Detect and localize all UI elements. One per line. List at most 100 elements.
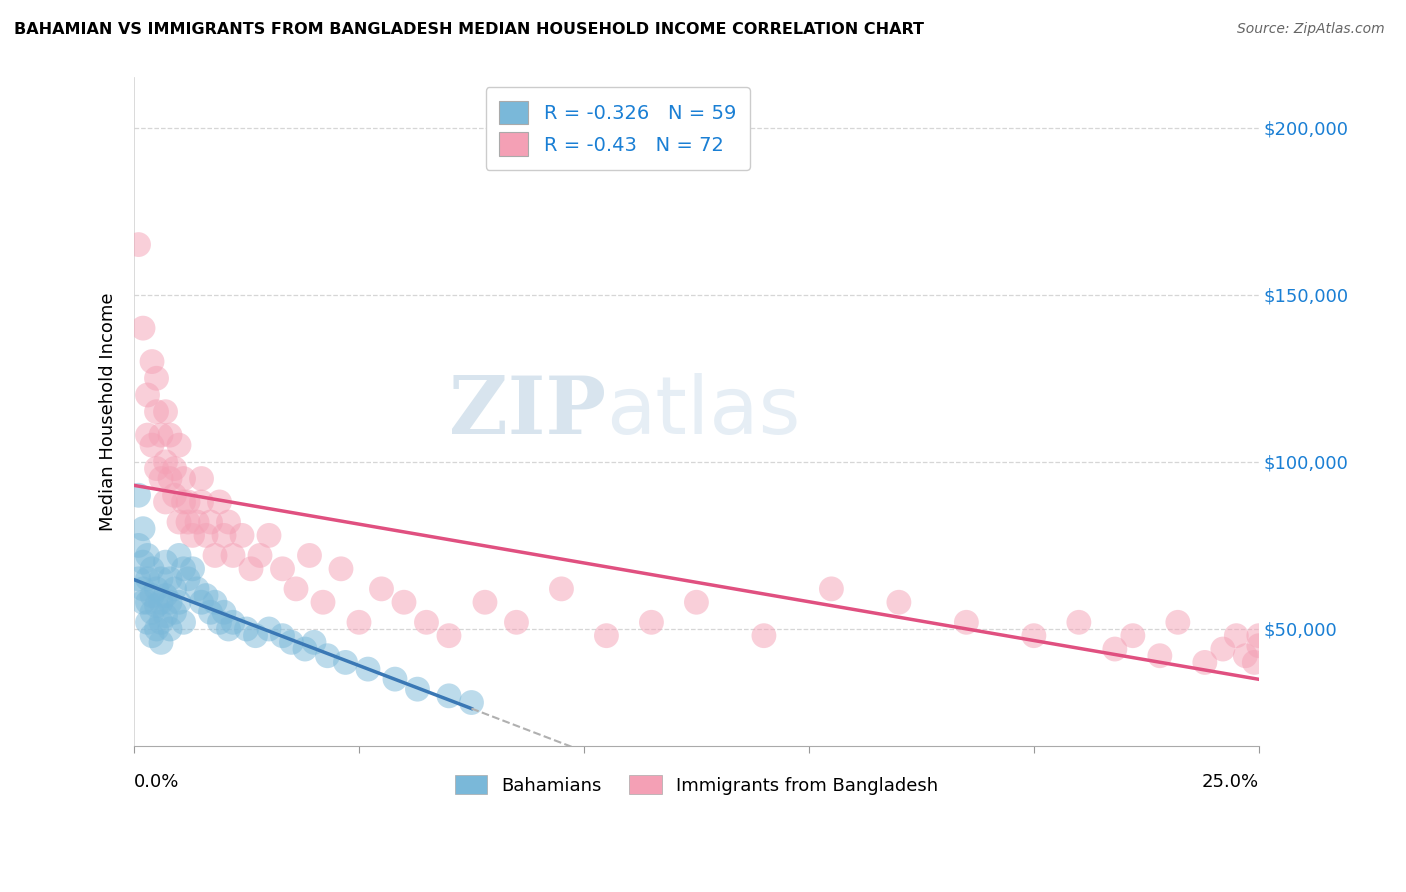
Y-axis label: Median Household Income: Median Household Income bbox=[100, 293, 117, 531]
Point bbox=[163, 488, 186, 502]
Text: 25.0%: 25.0% bbox=[1202, 772, 1258, 790]
Point bbox=[190, 472, 212, 486]
Point bbox=[212, 605, 235, 619]
Point bbox=[392, 595, 415, 609]
Point bbox=[141, 629, 163, 643]
Point bbox=[155, 589, 177, 603]
Point bbox=[186, 515, 208, 529]
Point bbox=[257, 528, 280, 542]
Point bbox=[1247, 639, 1270, 653]
Point bbox=[1122, 629, 1144, 643]
Point bbox=[177, 515, 200, 529]
Point bbox=[245, 629, 267, 643]
Point bbox=[136, 428, 159, 442]
Text: atlas: atlas bbox=[606, 373, 801, 450]
Point bbox=[167, 438, 190, 452]
Point bbox=[955, 615, 977, 630]
Point bbox=[159, 428, 181, 442]
Point bbox=[141, 438, 163, 452]
Point bbox=[195, 589, 218, 603]
Point bbox=[212, 528, 235, 542]
Point bbox=[173, 472, 195, 486]
Point bbox=[141, 589, 163, 603]
Point bbox=[145, 582, 167, 596]
Point bbox=[132, 321, 155, 335]
Text: 0.0%: 0.0% bbox=[134, 772, 180, 790]
Point bbox=[150, 595, 173, 609]
Point bbox=[136, 388, 159, 402]
Point bbox=[330, 562, 353, 576]
Point bbox=[437, 629, 460, 643]
Point bbox=[145, 371, 167, 385]
Point bbox=[150, 428, 173, 442]
Point bbox=[132, 522, 155, 536]
Point bbox=[1167, 615, 1189, 630]
Legend: Bahamians, Immigrants from Bangladesh: Bahamians, Immigrants from Bangladesh bbox=[446, 766, 948, 804]
Point bbox=[474, 595, 496, 609]
Text: BAHAMIAN VS IMMIGRANTS FROM BANGLADESH MEDIAN HOUSEHOLD INCOME CORRELATION CHART: BAHAMIAN VS IMMIGRANTS FROM BANGLADESH M… bbox=[14, 22, 924, 37]
Point bbox=[195, 528, 218, 542]
Point bbox=[128, 572, 150, 586]
Point bbox=[302, 635, 325, 649]
Point bbox=[887, 595, 910, 609]
Point bbox=[159, 595, 181, 609]
Text: Source: ZipAtlas.com: Source: ZipAtlas.com bbox=[1237, 22, 1385, 37]
Point bbox=[145, 622, 167, 636]
Point bbox=[150, 615, 173, 630]
Point bbox=[1243, 656, 1265, 670]
Point bbox=[136, 572, 159, 586]
Point bbox=[132, 555, 155, 569]
Point bbox=[155, 495, 177, 509]
Point bbox=[150, 572, 173, 586]
Point bbox=[285, 582, 308, 596]
Point bbox=[200, 605, 222, 619]
Point bbox=[132, 595, 155, 609]
Point bbox=[312, 595, 335, 609]
Point bbox=[640, 615, 662, 630]
Point bbox=[415, 615, 437, 630]
Point bbox=[249, 549, 271, 563]
Text: ZIP: ZIP bbox=[450, 373, 606, 450]
Point bbox=[145, 599, 167, 613]
Point bbox=[240, 562, 263, 576]
Point bbox=[595, 629, 617, 643]
Point bbox=[155, 455, 177, 469]
Point bbox=[181, 528, 204, 542]
Point bbox=[132, 582, 155, 596]
Point bbox=[141, 354, 163, 368]
Point bbox=[347, 615, 370, 630]
Point bbox=[167, 595, 190, 609]
Point bbox=[159, 472, 181, 486]
Point bbox=[163, 582, 186, 596]
Point bbox=[163, 605, 186, 619]
Point bbox=[141, 605, 163, 619]
Point bbox=[1104, 642, 1126, 657]
Point bbox=[128, 488, 150, 502]
Point bbox=[150, 472, 173, 486]
Point bbox=[218, 515, 240, 529]
Point bbox=[294, 642, 316, 657]
Point bbox=[163, 461, 186, 475]
Point bbox=[145, 461, 167, 475]
Point bbox=[218, 622, 240, 636]
Point bbox=[1234, 648, 1257, 663]
Point bbox=[173, 495, 195, 509]
Point bbox=[173, 562, 195, 576]
Point bbox=[208, 495, 231, 509]
Point bbox=[406, 682, 429, 697]
Point bbox=[1225, 629, 1247, 643]
Point bbox=[200, 515, 222, 529]
Point bbox=[752, 629, 775, 643]
Point bbox=[128, 538, 150, 552]
Point bbox=[136, 595, 159, 609]
Point bbox=[173, 615, 195, 630]
Point bbox=[357, 662, 380, 676]
Point bbox=[204, 549, 226, 563]
Point bbox=[190, 495, 212, 509]
Point bbox=[820, 582, 842, 596]
Point bbox=[186, 582, 208, 596]
Point bbox=[159, 572, 181, 586]
Point bbox=[177, 495, 200, 509]
Point bbox=[1194, 656, 1216, 670]
Point bbox=[128, 237, 150, 252]
